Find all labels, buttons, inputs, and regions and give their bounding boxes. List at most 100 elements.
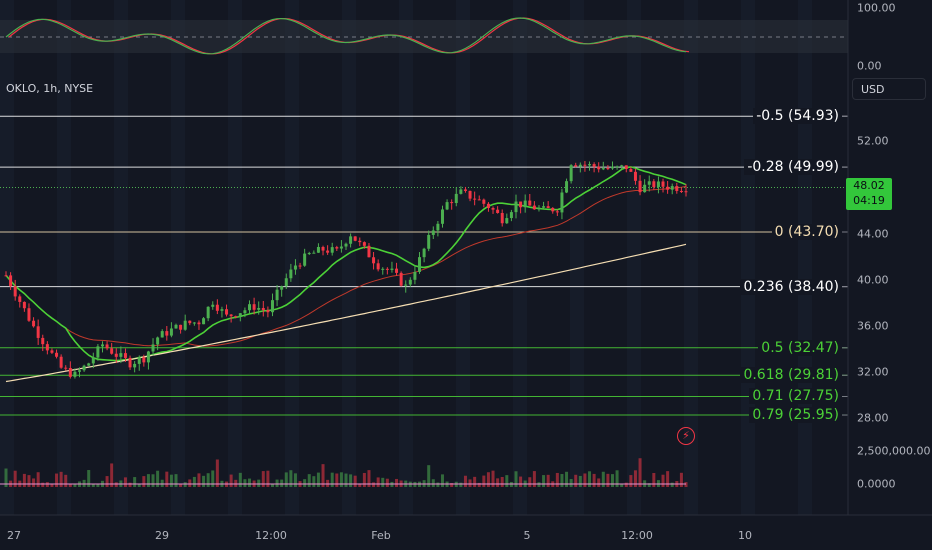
candle-body bbox=[41, 337, 45, 345]
volume-bar bbox=[179, 483, 183, 487]
candle-body bbox=[160, 331, 164, 338]
candle-body bbox=[367, 245, 371, 258]
lightning-icon[interactable]: ⚡ bbox=[677, 427, 695, 445]
symbol-title[interactable]: OKLO, 1h, NYSE bbox=[6, 82, 94, 95]
candle-body bbox=[284, 278, 288, 287]
volume-bar bbox=[684, 482, 688, 487]
candle-body bbox=[174, 324, 178, 329]
volume-bar bbox=[463, 475, 467, 487]
volume-bar bbox=[45, 482, 49, 487]
candle-body bbox=[528, 200, 532, 206]
volume-bar bbox=[215, 459, 219, 487]
candle-body bbox=[142, 357, 146, 363]
volume-bar bbox=[160, 479, 164, 487]
candle-body bbox=[87, 363, 91, 366]
volume-bar bbox=[284, 472, 288, 487]
volume-bar bbox=[670, 482, 674, 487]
volume-bar bbox=[123, 477, 127, 487]
candle-body bbox=[179, 324, 183, 330]
candle-body bbox=[183, 320, 187, 330]
volume-bar bbox=[578, 475, 582, 487]
candle-body bbox=[344, 243, 348, 247]
candle-body bbox=[133, 363, 137, 368]
candle-body bbox=[119, 353, 123, 357]
candle-body bbox=[13, 286, 17, 297]
volume-bar bbox=[519, 476, 523, 487]
volume-bar bbox=[565, 471, 569, 487]
candle-body bbox=[78, 370, 82, 372]
candle-body bbox=[238, 313, 242, 317]
candle-body bbox=[45, 344, 49, 351]
candle-body bbox=[675, 186, 679, 191]
fib-label: 0.618 (29.81) bbox=[740, 367, 842, 384]
candle-body bbox=[114, 353, 118, 357]
candle-body bbox=[123, 353, 127, 358]
session-band bbox=[570, 0, 584, 515]
volume-bar bbox=[261, 471, 265, 487]
candle-body bbox=[234, 316, 238, 318]
candle-body bbox=[399, 272, 403, 286]
volume-bar bbox=[542, 475, 546, 487]
candle-body bbox=[661, 181, 665, 187]
volume-bar bbox=[234, 479, 238, 487]
osc-line bbox=[5, 17, 687, 55]
session-band bbox=[0, 0, 14, 515]
volume-bar bbox=[574, 474, 578, 487]
volume-bar bbox=[73, 483, 77, 487]
candle-body bbox=[523, 200, 527, 208]
volume-bar bbox=[486, 472, 490, 487]
candle-body bbox=[601, 168, 605, 170]
candle-body bbox=[610, 166, 614, 169]
candle-body bbox=[514, 201, 518, 213]
volume-bar bbox=[353, 475, 357, 487]
fibonacci-retracement[interactable] bbox=[0, 115, 848, 416]
candle-body bbox=[22, 301, 26, 309]
candle-body bbox=[303, 253, 307, 266]
volume-bar bbox=[436, 482, 440, 487]
volume-bar bbox=[528, 477, 532, 487]
volume-bar bbox=[588, 471, 592, 487]
volume-bar bbox=[41, 482, 45, 487]
volume-bar bbox=[64, 474, 68, 487]
candle-body bbox=[358, 240, 362, 243]
candle-body bbox=[257, 307, 261, 310]
volume-bar bbox=[362, 472, 366, 487]
volume-bar bbox=[192, 476, 196, 487]
volume-bar bbox=[532, 471, 536, 487]
candle-body bbox=[546, 206, 550, 208]
candle-body bbox=[574, 165, 578, 167]
volume-bar bbox=[4, 468, 8, 487]
candle-body bbox=[289, 269, 293, 279]
volume-bar bbox=[661, 474, 665, 487]
volume-bar bbox=[500, 476, 504, 487]
candle-body bbox=[220, 309, 224, 311]
volume-bar bbox=[395, 478, 399, 487]
volume-bar bbox=[647, 483, 651, 487]
volume-bar bbox=[427, 465, 431, 487]
last-price-value: 48.02 bbox=[853, 179, 885, 192]
volume-bar bbox=[321, 464, 325, 487]
volume-bar bbox=[679, 472, 683, 487]
volume-bar bbox=[142, 476, 146, 487]
candle-body bbox=[225, 309, 229, 315]
volume-bar bbox=[151, 474, 155, 487]
price-tick: 44.00 bbox=[857, 227, 889, 241]
volume-bar bbox=[110, 463, 114, 487]
volume-bar bbox=[257, 479, 261, 487]
currency-selector[interactable]: USD bbox=[852, 78, 926, 100]
candle-body bbox=[169, 328, 173, 336]
volume-bar bbox=[289, 470, 293, 487]
volume-bar bbox=[624, 482, 628, 487]
candlestick-series bbox=[4, 161, 688, 379]
candle-body bbox=[321, 246, 325, 251]
candle-body bbox=[36, 326, 40, 338]
volume-bar bbox=[211, 470, 215, 487]
session-band bbox=[342, 0, 356, 515]
volume-bar bbox=[312, 476, 316, 487]
volume-bar bbox=[50, 483, 54, 487]
session-band bbox=[285, 0, 299, 515]
candle-body bbox=[330, 247, 334, 253]
candle-body bbox=[482, 199, 486, 204]
ma-fast-line bbox=[5, 166, 687, 362]
